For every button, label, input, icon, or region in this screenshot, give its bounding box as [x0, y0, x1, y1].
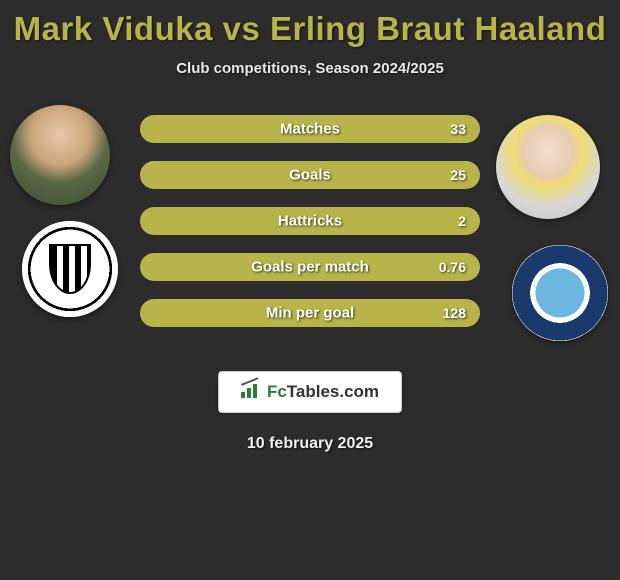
club-left-badge [22, 221, 118, 317]
branding-text: FcTables.com [267, 382, 379, 401]
player-left-avatar [10, 105, 110, 205]
stat-value-right: 128 [443, 305, 466, 321]
stat-row: Hattricks 2 [140, 207, 480, 235]
stat-label: Goals per match [251, 259, 369, 276]
player-right-avatar [496, 115, 600, 219]
stat-row: Matches 33 [140, 115, 480, 143]
content-row: Matches 33 Goals 25 Hattricks 2 Goals per matc… [0, 105, 620, 365]
bar-chart-icon [241, 384, 261, 398]
page-title: Mark Viduka vs Erling Braut Haaland [0, 10, 620, 48]
stat-label: Goals [289, 167, 331, 184]
stat-label: Hattricks [278, 213, 342, 230]
stat-row: Goals 25 [140, 161, 480, 189]
newcastle-crest-icon [22, 221, 118, 317]
page-subtitle: Club competitions, Season 2024/2025 [0, 60, 620, 77]
stat-row: Min per goal 128 [140, 299, 480, 327]
stat-value-right: 25 [450, 167, 466, 183]
stat-value-right: 2 [458, 213, 466, 229]
branding-box[interactable]: FcTables.com [218, 371, 402, 413]
mancity-crest-icon [512, 245, 608, 341]
stat-bars: Matches 33 Goals 25 Hattricks 2 Goals per matc… [140, 115, 480, 345]
stat-value-right: 0.76 [439, 259, 466, 275]
comparison-card: Mark Viduka vs Erling Braut Haaland Club… [0, 0, 620, 453]
stat-label: Min per goal [266, 305, 354, 322]
footer-date: 10 february 2025 [0, 435, 620, 453]
stat-row: Goals per match 0.76 [140, 253, 480, 281]
club-right-badge [512, 245, 608, 341]
stat-value-right: 33 [450, 121, 466, 137]
stat-label: Matches [280, 121, 340, 138]
